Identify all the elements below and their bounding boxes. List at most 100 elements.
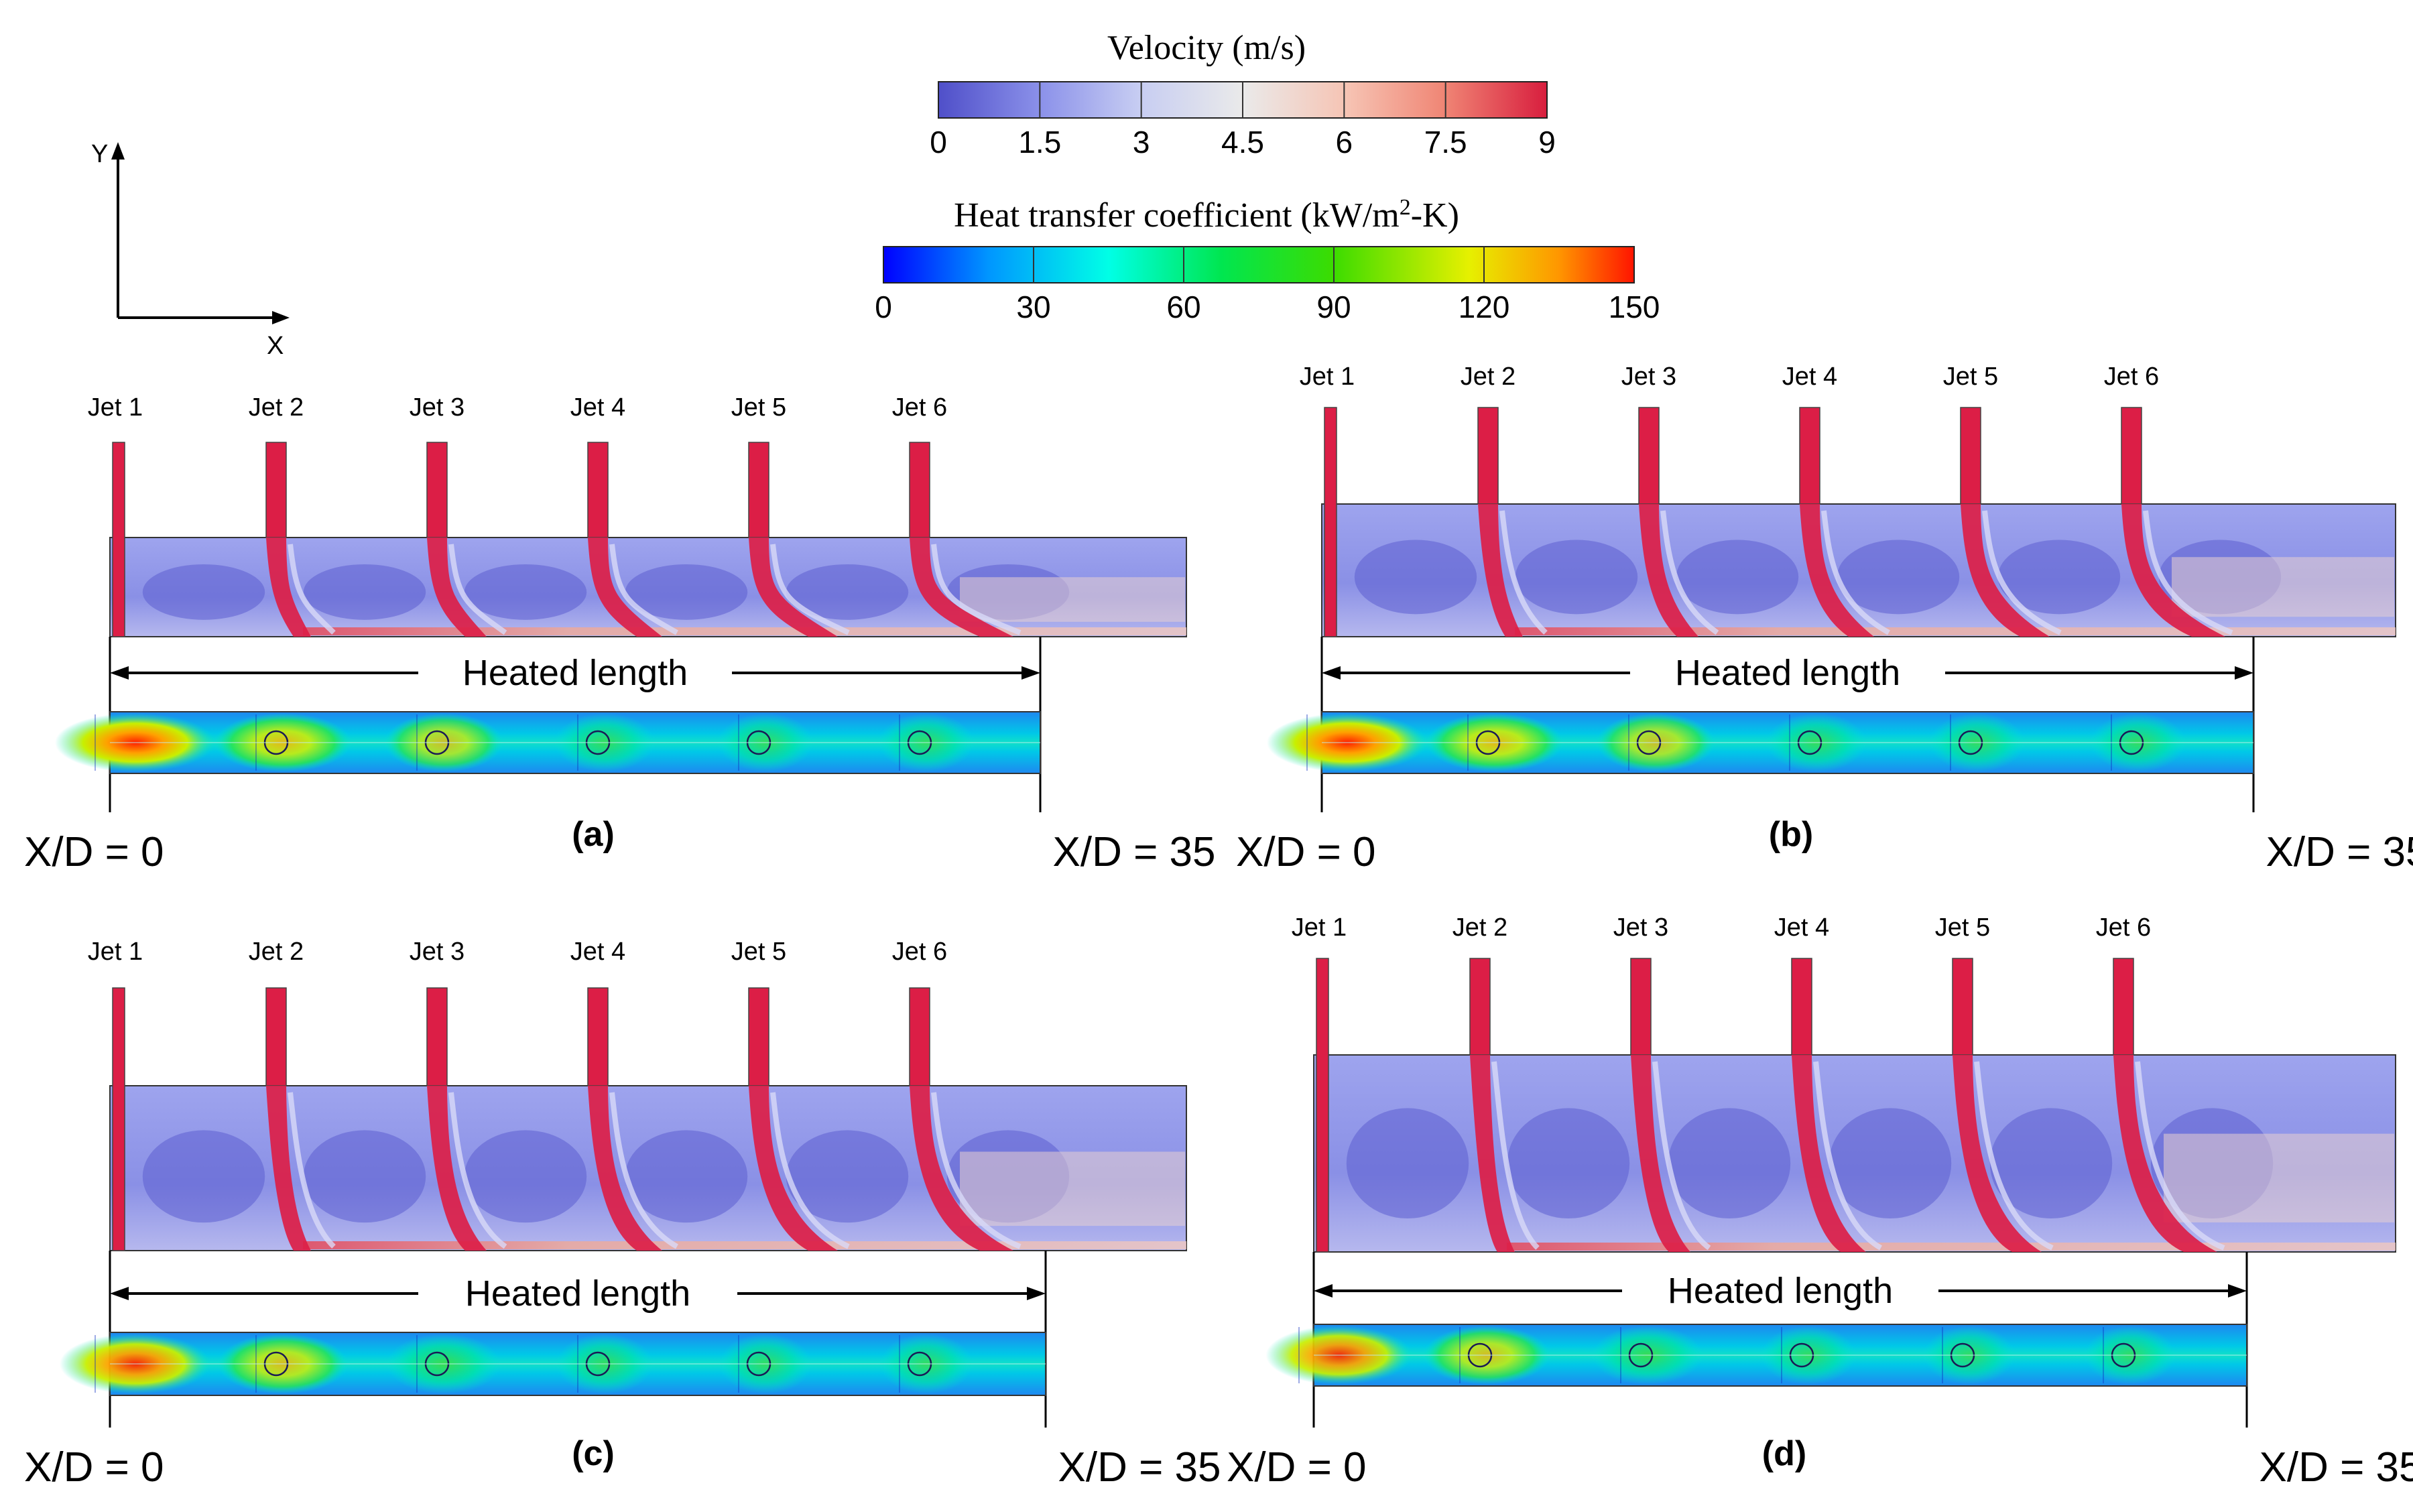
htc-tick-label-5: 150 xyxy=(1609,290,1660,324)
jet-plume xyxy=(2121,504,2225,637)
jet-nozzle xyxy=(587,987,609,1086)
vortex-5 xyxy=(786,564,909,620)
htc-colorbar xyxy=(883,246,1635,284)
jet-plume xyxy=(427,1086,487,1251)
shear-layer xyxy=(770,1092,850,1249)
jet-2: Jet 2 xyxy=(1452,914,1540,1252)
jet-nozzle xyxy=(112,442,125,637)
jet-plume xyxy=(266,538,311,637)
jet-nozzle xyxy=(748,987,769,1086)
htc-contour-strip xyxy=(1265,1324,2247,1387)
jet-label-1: Jet 1 xyxy=(88,938,143,966)
jet-label-4: Jet 4 xyxy=(1774,914,1829,942)
jet-nozzle xyxy=(748,442,769,538)
panel-label: (b) xyxy=(1769,815,1813,854)
vortex-4 xyxy=(1829,1108,1952,1219)
wall-jet-band xyxy=(1515,627,2396,635)
vortex-1 xyxy=(1354,540,1477,615)
vortex-3 xyxy=(1668,1108,1791,1219)
jet-3: Jet 3 xyxy=(1621,363,1719,637)
shear-layer xyxy=(1491,1061,1540,1250)
jet-label-4: Jet 4 xyxy=(1782,363,1837,391)
htc-tick-labels: 0 30 60 90 120 150 xyxy=(875,290,1660,324)
jet-2: Jet 2 xyxy=(249,393,336,637)
jet-plume xyxy=(427,538,487,637)
jet-label-3: Jet 3 xyxy=(410,393,465,422)
jet-nozzle xyxy=(1960,407,1981,505)
heated-length-dimension: Heated length xyxy=(110,1273,1046,1314)
heated-length-dimension: Heated length xyxy=(1314,1271,2247,1311)
heated-length-label: Heated length xyxy=(462,653,688,693)
jet-plume xyxy=(1961,504,2050,637)
panel-c: Jet 1 Jet 2 Jet 3 Jet 4 Jet 5 Jet 6 Heated len… xyxy=(24,938,1221,1491)
jet-plume xyxy=(2113,1055,2217,1252)
vortex-2 xyxy=(303,564,426,620)
wall-jet-band xyxy=(303,627,1186,635)
jet-label-4: Jet 4 xyxy=(570,938,625,966)
jet-6: Jet 6 xyxy=(2104,363,2233,637)
shear-layer xyxy=(609,1092,678,1249)
velocity-field: Jet 1 Jet 2 Jet 3 Jet 4 Jet 5 Jet 6 xyxy=(1292,914,2396,1253)
htc-tick-label-0: 0 xyxy=(875,290,892,324)
jet-1: Jet 1 xyxy=(88,393,143,637)
arrow-head-right xyxy=(1022,666,1040,680)
jet-plume xyxy=(1631,1055,1690,1252)
jet-plume xyxy=(1478,504,1523,637)
vortex-4 xyxy=(625,1130,748,1223)
xd-start-label: X/D = 0 xyxy=(24,1444,164,1491)
jet-nozzle xyxy=(1477,407,1499,505)
arrow-head-right xyxy=(2235,666,2253,680)
exit-wake xyxy=(960,577,1185,622)
jet-label-2: Jet 2 xyxy=(1452,914,1507,942)
jet-nozzle xyxy=(1469,958,1491,1056)
velocity-tick-label-5: 7.5 xyxy=(1424,125,1467,160)
vortex-2 xyxy=(303,1130,426,1223)
jet-label-5: Jet 5 xyxy=(731,393,786,422)
jet-3: Jet 3 xyxy=(1613,914,1711,1252)
jet-label-4: Jet 4 xyxy=(570,393,625,422)
shear-layer xyxy=(288,544,336,635)
panels: Jet 1 Jet 2 Jet 3 Jet 4 Jet 5 Jet 6 Heated len… xyxy=(24,363,2413,1491)
shear-layer xyxy=(1813,1061,1882,1251)
jet-label-6: Jet 6 xyxy=(892,393,947,422)
xd-end-label: X/D = 35 xyxy=(1058,1444,1221,1491)
velocity-legend: Velocity (m/s) 0 1.5 3 4.5 6 7.5 9 xyxy=(930,29,1556,160)
velocity-tick-label-1: 1.5 xyxy=(1018,125,1061,160)
jet-plume xyxy=(1639,504,1698,637)
jet-4: Jet 4 xyxy=(1782,363,1890,637)
jet-plume xyxy=(588,538,662,637)
panel-label: (c) xyxy=(572,1434,615,1473)
arrow-head-left xyxy=(110,1287,129,1300)
shear-layer xyxy=(1499,510,1548,635)
jet-label-5: Jet 5 xyxy=(1935,914,1990,942)
shear-layer xyxy=(1652,1061,1711,1251)
jet-label-1: Jet 1 xyxy=(1292,914,1347,942)
jet-1: Jet 1 xyxy=(88,938,143,1251)
vortex-3 xyxy=(1676,540,1799,615)
jet-label-1: Jet 1 xyxy=(88,393,143,422)
jet-plume xyxy=(588,1086,662,1251)
jet-nozzle xyxy=(909,987,930,1086)
jet-5: Jet 5 xyxy=(1935,914,2054,1252)
velocity-legend-title: Velocity (m/s) xyxy=(1107,29,1306,67)
heated-length-dimension: Heated length xyxy=(1322,653,2253,693)
xd-end-label: X/D = 35 xyxy=(2260,1444,2413,1491)
shear-layer xyxy=(770,544,850,635)
htc-legend-title: Heat transfer coefficient (kW/m2-K) xyxy=(954,195,1459,235)
xd-start-label: X/D = 0 xyxy=(24,829,164,875)
jet-2: Jet 2 xyxy=(249,938,336,1251)
jet-plume xyxy=(1470,1055,1515,1252)
htc-tick-label-1: 30 xyxy=(1016,290,1050,324)
velocity-tick-label-2: 3 xyxy=(1133,125,1150,160)
jet-nozzle xyxy=(1638,407,1660,505)
vortex-1 xyxy=(142,564,265,620)
shear-layer xyxy=(448,544,507,635)
panel-d: Jet 1 Jet 2 Jet 3 Jet 4 Jet 5 Jet 6 Heated len… xyxy=(1227,914,2413,1491)
shear-layer xyxy=(931,544,1022,635)
velocity-field: Jet 1 Jet 2 Jet 3 Jet 4 Jet 5 Jet 6 xyxy=(88,938,1187,1251)
heated-length-dimension: Heated length xyxy=(110,653,1040,693)
jet-3: Jet 3 xyxy=(410,938,507,1251)
exit-wake xyxy=(2172,557,2394,617)
jet-3: Jet 3 xyxy=(410,393,507,637)
